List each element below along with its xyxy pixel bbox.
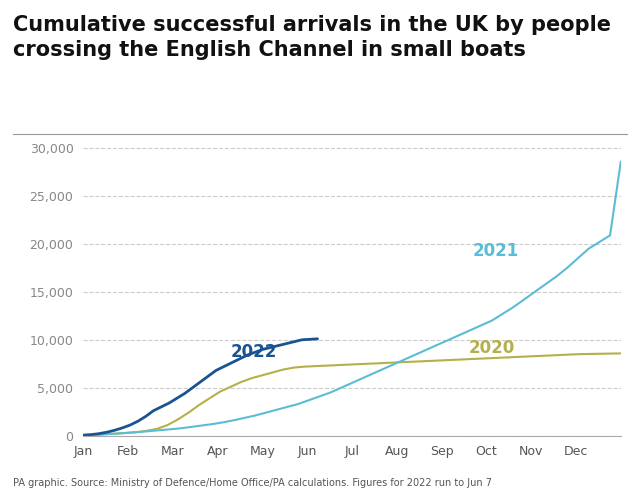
Text: PA graphic. Source: Ministry of Defence/Home Office/PA calculations. Figures for: PA graphic. Source: Ministry of Defence/… <box>13 478 492 488</box>
Text: Cumulative successful arrivals in the UK by people
crossing the English Channel : Cumulative successful arrivals in the UK… <box>13 15 611 60</box>
Text: 2021: 2021 <box>473 243 519 260</box>
Text: 2020: 2020 <box>468 339 515 357</box>
Text: 2022: 2022 <box>231 343 277 361</box>
